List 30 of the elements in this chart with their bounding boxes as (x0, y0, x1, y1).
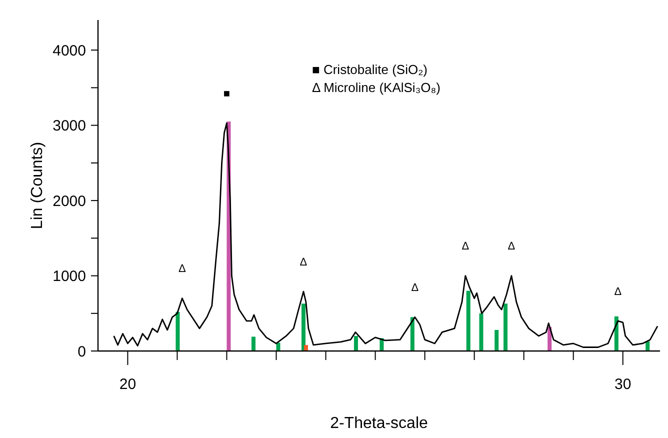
bar (304, 344, 308, 351)
annotation: Δ (300, 256, 308, 268)
line-series (113, 122, 658, 348)
annotation: Δ (462, 240, 470, 253)
x-axis-title: 2-Theta-scale (330, 415, 428, 432)
bar (466, 290, 470, 351)
bar (646, 341, 650, 351)
y-tick-label: 4000 (52, 42, 86, 60)
y-tick-label: 0 (78, 343, 86, 360)
x-tick-label: 20 (119, 376, 136, 393)
annotation: Δ (614, 286, 622, 298)
bar (176, 312, 180, 351)
annotation: ■ (223, 88, 230, 100)
y-tick-label: 1000 (52, 268, 86, 286)
bar (504, 304, 508, 351)
bar (251, 336, 256, 351)
bar (410, 317, 414, 351)
annotation: Δ Microline (KAlSi₃O₈) (312, 80, 440, 95)
bar (301, 304, 306, 351)
y-tick-label: 3000 (52, 118, 86, 135)
bar (479, 313, 484, 351)
annotation: Δ (508, 240, 516, 253)
annotation: Δ (178, 263, 186, 276)
annotation: Δ (411, 282, 420, 294)
bar (494, 330, 499, 351)
y-axis-title: Lin (Counts) (29, 142, 46, 230)
bar (354, 336, 358, 351)
x-tick-label: 30 (614, 376, 632, 393)
y-tick-label: 2000 (52, 192, 86, 210)
annotation: ■ Cristobalite (SiO₂) (312, 62, 428, 77)
